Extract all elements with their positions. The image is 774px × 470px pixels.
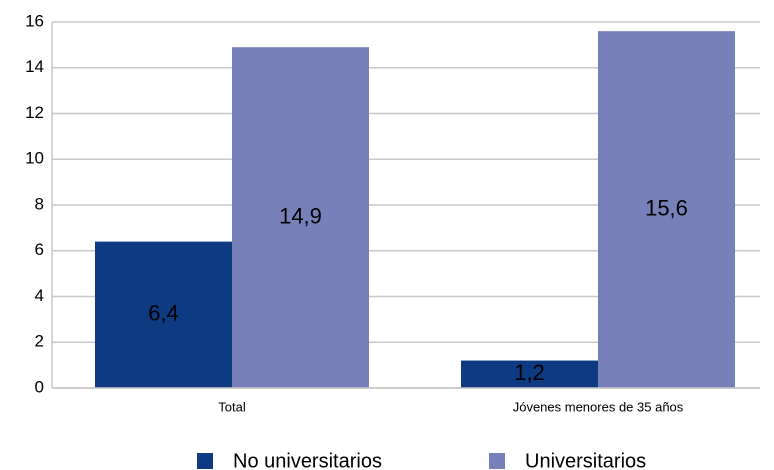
legend-swatch (489, 453, 505, 469)
y-tick-label: 4 (35, 286, 44, 305)
y-tick-label: 6 (35, 240, 44, 259)
bar (461, 360, 598, 388)
y-tick-label: 16 (25, 11, 44, 30)
y-tick-label: 14 (25, 57, 44, 76)
x-tick-label: Jóvenes menores de 35 años (513, 399, 684, 414)
value-label: 15,6 (645, 195, 688, 220)
value-label: 6,4 (148, 301, 179, 326)
y-tick-label: 12 (25, 103, 44, 122)
y-tick-label: 8 (35, 194, 44, 213)
y-tick-label: 0 (35, 377, 44, 396)
legend-swatch (197, 453, 213, 469)
legend-label: No universitarios (233, 450, 382, 470)
value-label: 1,2 (514, 360, 545, 385)
bar (232, 47, 369, 388)
bar (598, 31, 735, 389)
y-tick-label: 2 (35, 332, 44, 351)
bar (95, 241, 232, 388)
value-label: 14,9 (279, 203, 322, 228)
y-tick-label: 10 (25, 149, 44, 168)
legend-label: Universitarios (525, 450, 646, 470)
x-tick-label: Total (218, 399, 246, 414)
